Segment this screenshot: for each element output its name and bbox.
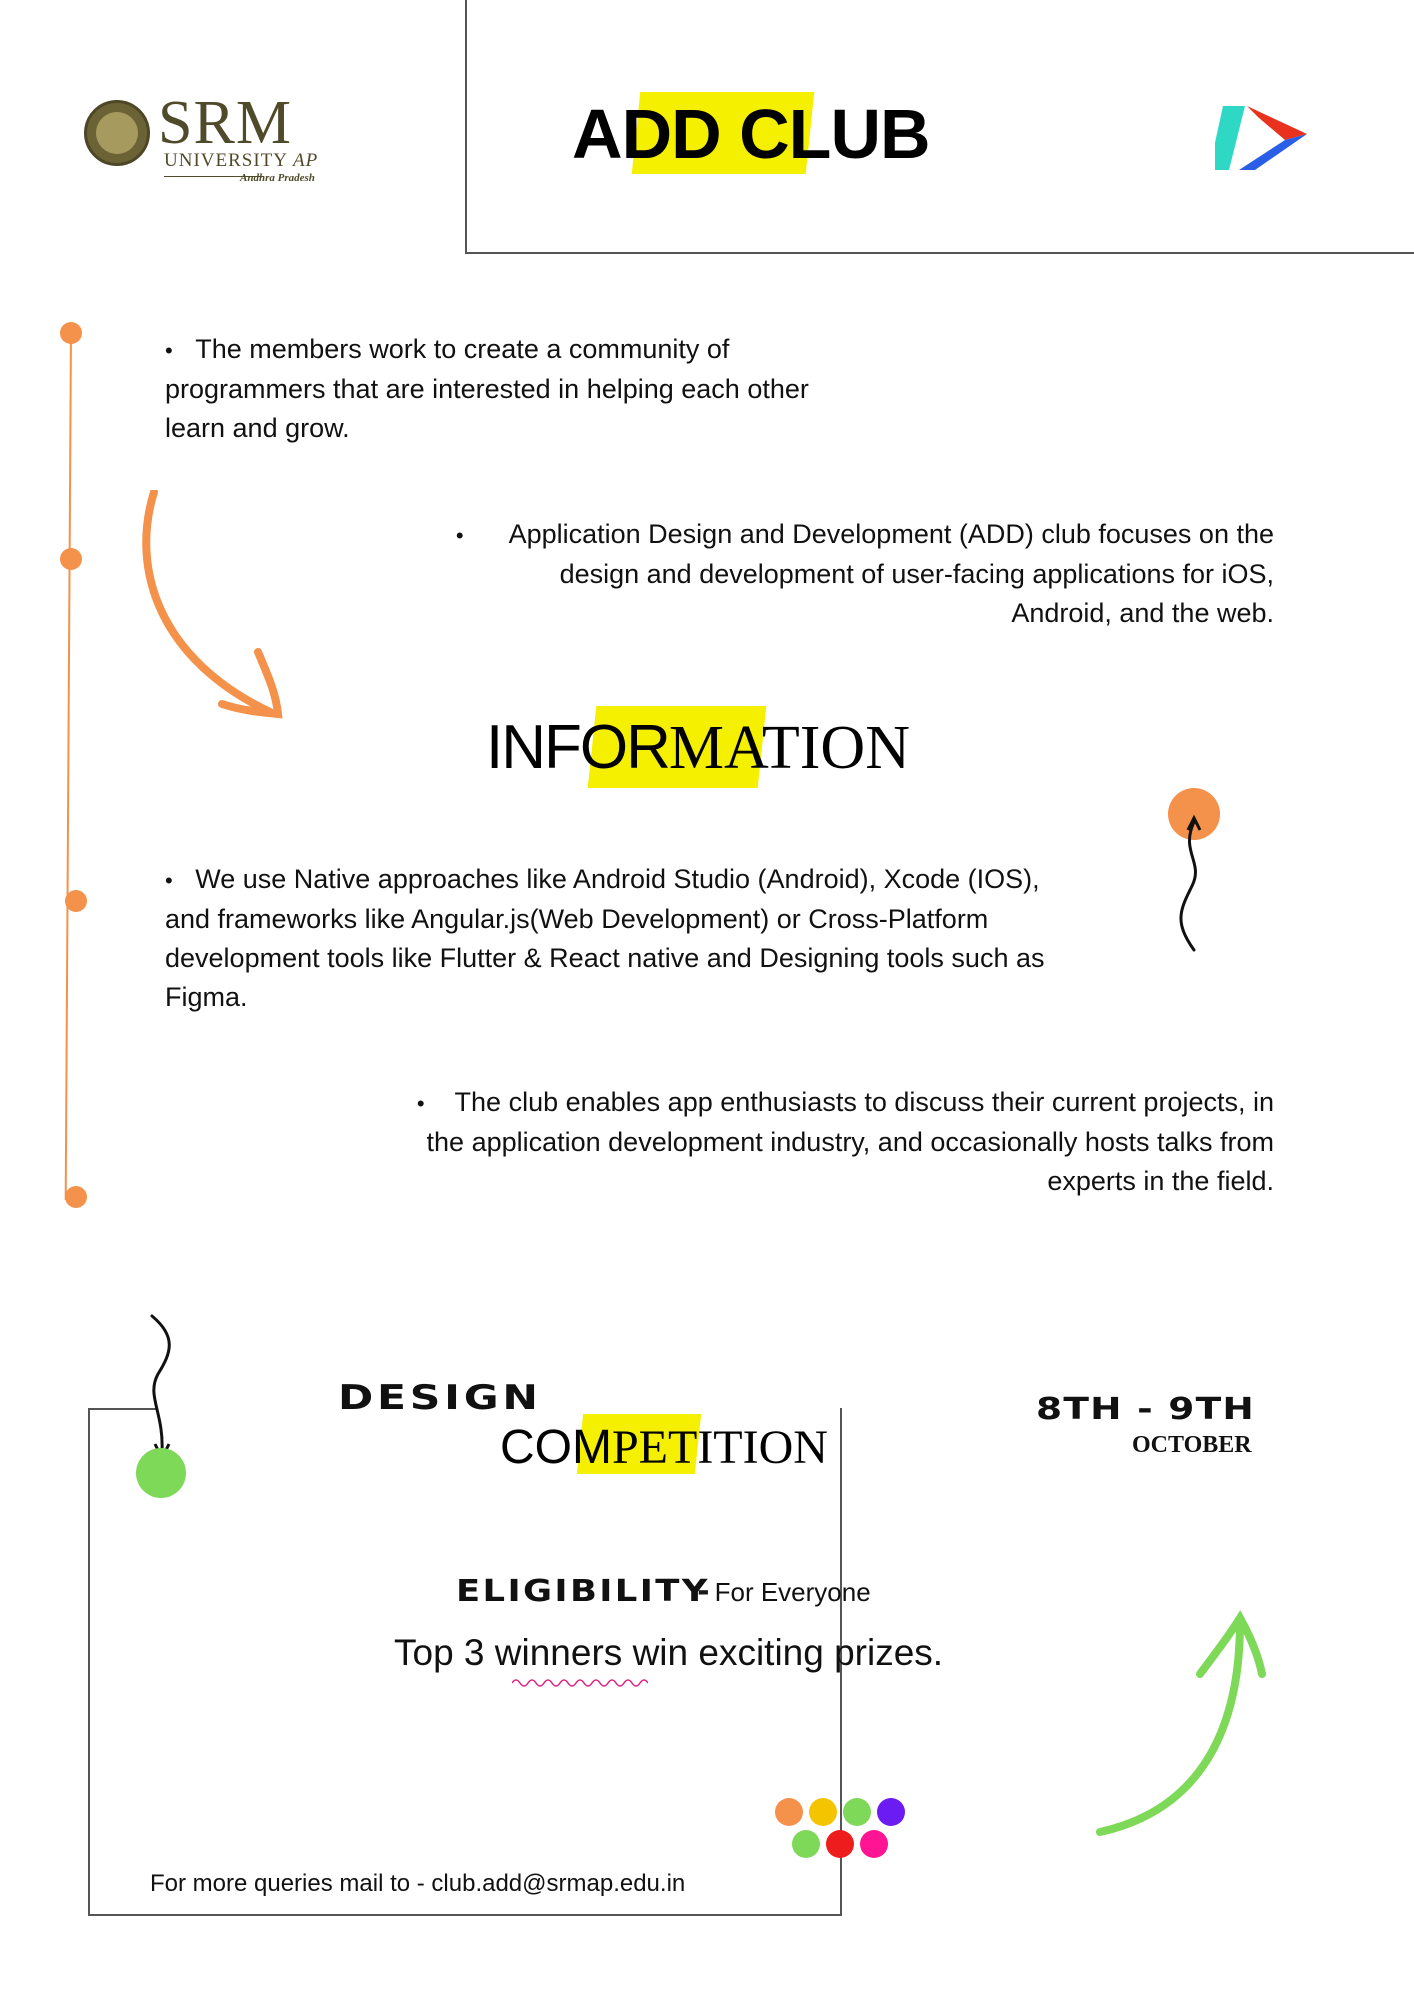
header-frame xyxy=(465,0,1414,254)
decor-dot xyxy=(843,1798,871,1826)
timeline-line xyxy=(64,329,72,1200)
timeline-dot xyxy=(65,890,87,912)
logo-state: Andhra Pradesh xyxy=(240,172,315,184)
decor-dot xyxy=(877,1798,905,1826)
curved-arrow-icon xyxy=(1096,1610,1266,1836)
decor-dot xyxy=(809,1798,837,1826)
timeline-dot xyxy=(60,548,82,570)
spellcheck-underline xyxy=(512,1679,648,1687)
university-seal-icon xyxy=(84,100,150,166)
curved-arrow-icon xyxy=(142,490,283,719)
logo-name: SRM xyxy=(158,89,292,157)
decor-dot xyxy=(775,1798,803,1826)
squiggle-arrow-icon xyxy=(1179,814,1202,952)
decor-dot xyxy=(826,1830,854,1858)
decor-green-dot xyxy=(136,1448,186,1498)
date-month: OCTOBER xyxy=(1132,1432,1252,1458)
page-title: ADD CLUB xyxy=(572,95,931,173)
competition-title: COMPETITION xyxy=(500,1421,828,1474)
brand-mark-icon xyxy=(1215,106,1307,170)
information-heading: INFORMATION xyxy=(486,713,910,782)
decor-dot xyxy=(860,1830,888,1858)
date-range: 8TH - 9TH xyxy=(1036,1392,1256,1427)
eligibility-line: ELIGIBILITY- For Everyone xyxy=(456,1574,871,1609)
info-point-1: • The members work to create a community… xyxy=(165,334,809,443)
design-label: DESIGN xyxy=(338,1378,542,1418)
srm-logo: SRM UNIVERSITY AP Andhra Pradesh xyxy=(84,92,344,192)
contact-email-text: For more queries mail to - club.add@srma… xyxy=(150,1870,686,1897)
prize-text: Top 3 winners win exciting prizes. xyxy=(394,1632,944,1673)
timeline-dot xyxy=(65,1186,87,1208)
eligibility-value: For Everyone xyxy=(714,1577,871,1607)
decor-dot xyxy=(792,1830,820,1858)
eligibility-label: ELIGIBILITY xyxy=(456,1574,710,1609)
logo-subtitle: UNIVERSITY AP xyxy=(164,150,319,171)
info-point-3: • We use Native approaches like Android … xyxy=(165,864,1045,1012)
competition-frame xyxy=(88,1408,842,1916)
timeline-dot xyxy=(60,322,82,344)
decor-orange-dot xyxy=(1168,788,1220,840)
info-point-4: • The club enables app enthusiasts to di… xyxy=(416,1087,1274,1196)
info-point-2: • Application Design and Development (AD… xyxy=(455,519,1274,628)
